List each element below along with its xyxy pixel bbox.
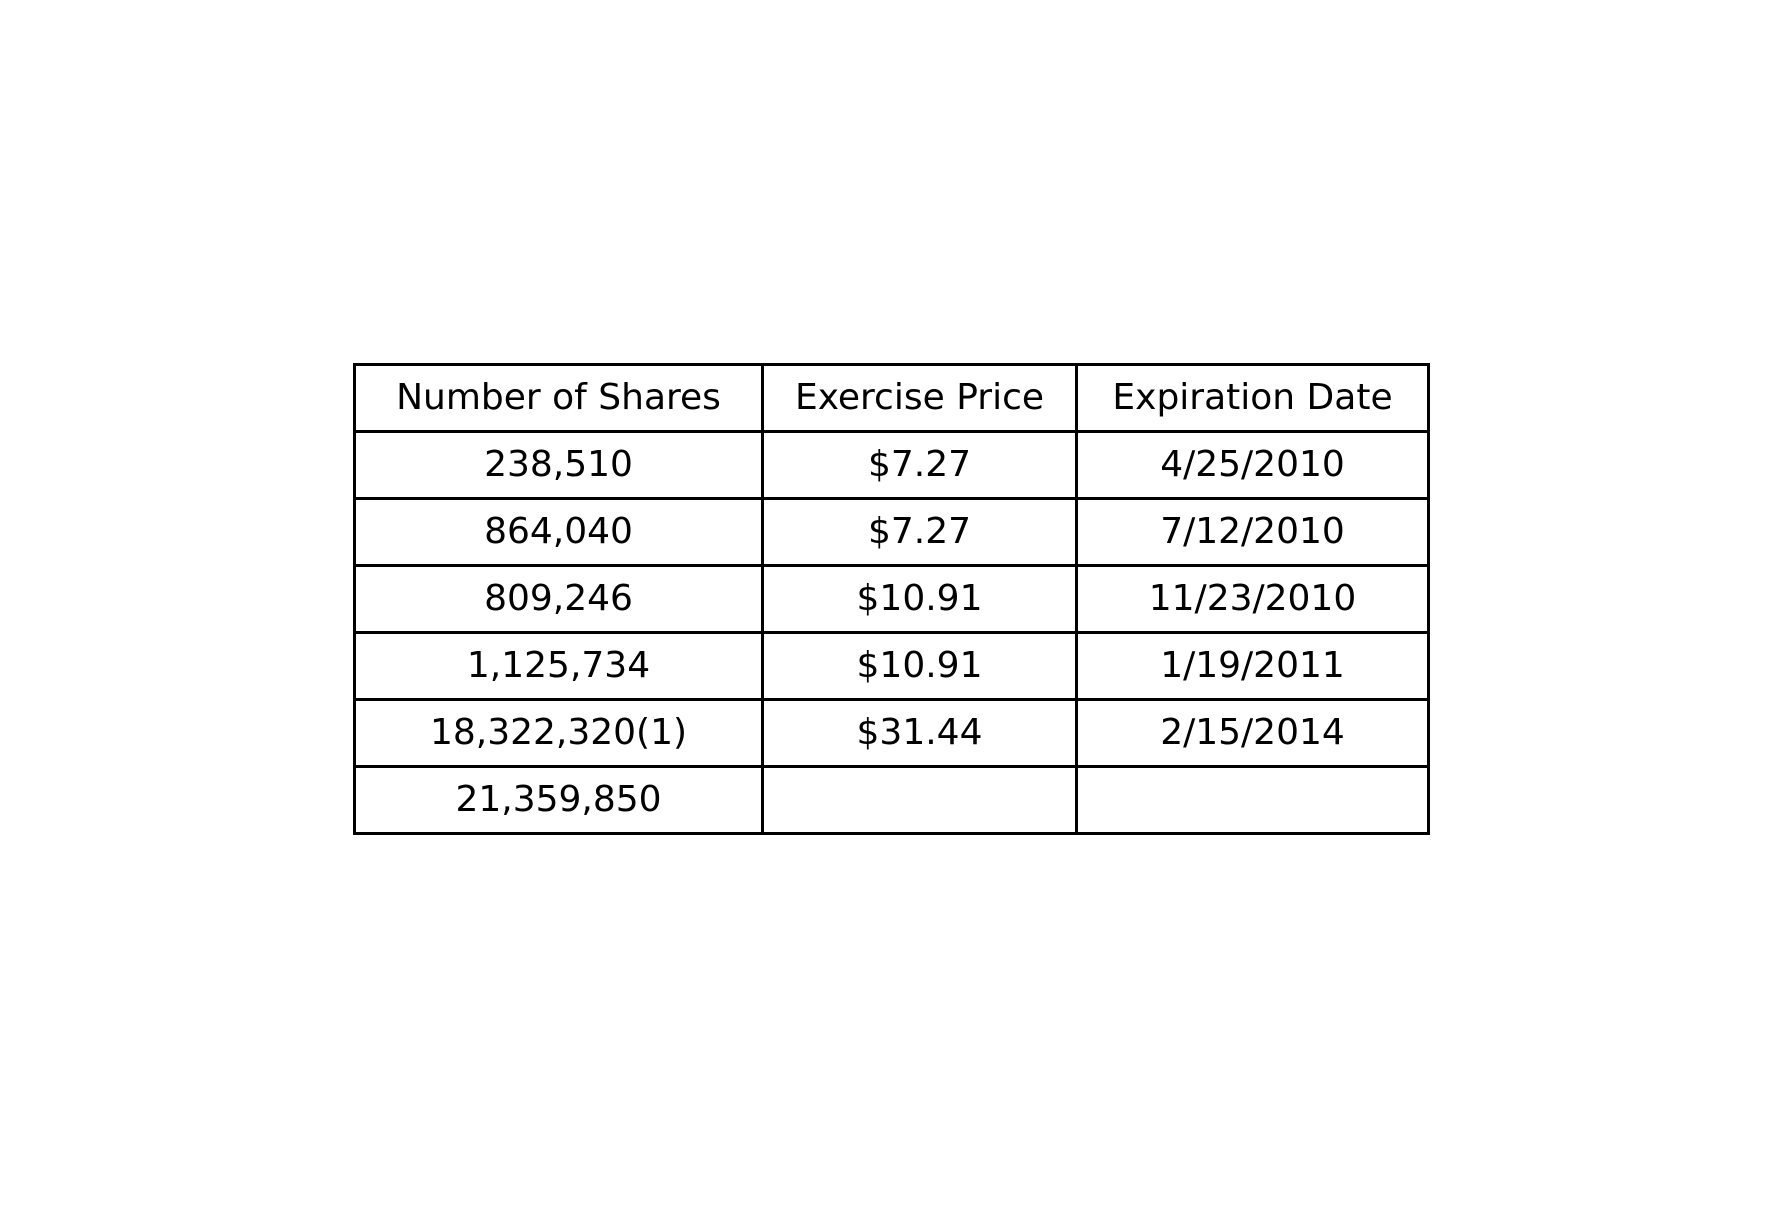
table-header-row: Number of Shares Exercise Price Expirati… [353, 363, 1430, 433]
cell-number-of-shares: 1,125,734 [353, 631, 764, 701]
table-row: 238,510 $7.27 4/25/2010 [353, 430, 1430, 500]
cell-exercise-price: $7.27 [761, 430, 1078, 500]
cell-expiration-date: 2/15/2014 [1075, 698, 1430, 768]
cell-expiration-date: 1/19/2011 [1075, 631, 1430, 701]
cell-expiration-date: 11/23/2010 [1075, 564, 1430, 634]
cell-exercise-price: $10.91 [761, 564, 1078, 634]
cell-number-of-shares: 809,246 [353, 564, 764, 634]
shares-table: Number of Shares Exercise Price Expirati… [353, 363, 1430, 835]
table-row-total: 21,359,850 [353, 765, 1430, 835]
header-expiration-date: Expiration Date [1075, 363, 1430, 433]
cell-number-of-shares: 238,510 [353, 430, 764, 500]
table-row: 809,246 $10.91 11/23/2010 [353, 564, 1430, 634]
cell-expiration-date: 4/25/2010 [1075, 430, 1430, 500]
cell-exercise-price: $10.91 [761, 631, 1078, 701]
shares-table-container: Number of Shares Exercise Price Expirati… [353, 363, 1430, 835]
cell-expiration-date: 7/12/2010 [1075, 497, 1430, 567]
cell-exercise-price: $7.27 [761, 497, 1078, 567]
cell-exercise-price: $31.44 [761, 698, 1078, 768]
table-row: 1,125,734 $10.91 1/19/2011 [353, 631, 1430, 701]
table-row: 18,322,320(1) $31.44 2/15/2014 [353, 698, 1430, 768]
header-number-of-shares: Number of Shares [353, 363, 764, 433]
cell-number-of-shares: 18,322,320(1) [353, 698, 764, 768]
table-row: 864,040 $7.27 7/12/2010 [353, 497, 1430, 567]
cell-empty [1075, 765, 1430, 835]
cell-empty [761, 765, 1078, 835]
header-exercise-price: Exercise Price [761, 363, 1078, 433]
cell-total-shares: 21,359,850 [353, 765, 764, 835]
cell-number-of-shares: 864,040 [353, 497, 764, 567]
